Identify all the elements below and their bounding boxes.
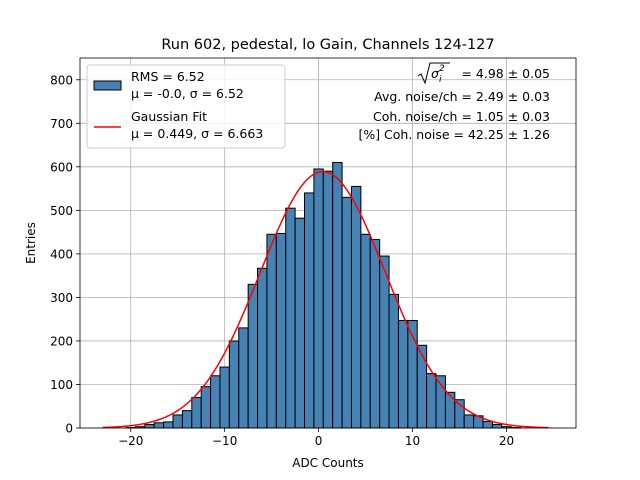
histogram-bar bbox=[275, 232, 287, 429]
histogram-bar bbox=[210, 375, 221, 429]
histogram-bar bbox=[322, 170, 334, 429]
histogram-bar bbox=[304, 192, 315, 429]
legend-box bbox=[86, 64, 286, 149]
legend-histogram-stats: μ = -0.0, σ = 6.52 bbox=[131, 86, 244, 101]
histogram-bar bbox=[313, 168, 324, 429]
plot-frame bbox=[79, 57, 577, 429]
y-tick-label: 0 bbox=[65, 422, 73, 436]
x-tick-label: 20 bbox=[499, 434, 514, 448]
histogram-bar bbox=[266, 233, 277, 429]
noise-annotations: σ 2 i = 4.98 ± 0.05 Avg. noise/ch = 2.49… bbox=[358, 62, 550, 142]
legend-histogram-rms: RMS = 6.52 bbox=[131, 69, 205, 84]
histogram-bar bbox=[379, 255, 390, 429]
gaussian-fit-curve bbox=[102, 170, 549, 429]
histogram-bar bbox=[350, 185, 362, 429]
y-tick-label: 200 bbox=[50, 334, 73, 348]
x-tick-label: 0 bbox=[315, 434, 323, 448]
y-tick-label: 100 bbox=[50, 378, 73, 392]
y-tick-label: 800 bbox=[50, 73, 73, 87]
histogram-bar bbox=[360, 233, 371, 429]
histogram-bar bbox=[416, 344, 428, 429]
x-tick-label: −20 bbox=[118, 434, 143, 448]
histogram-bar bbox=[238, 327, 249, 429]
x-tick-label: −10 bbox=[212, 434, 237, 448]
y-tick-label: 300 bbox=[50, 291, 73, 305]
coherent-noise-per-channel: Coh. noise/ch = 1.05 ± 0.03 bbox=[373, 109, 550, 124]
histogram-bar bbox=[491, 424, 503, 429]
histogram-bar bbox=[181, 410, 193, 429]
histogram-bar bbox=[153, 422, 165, 429]
histogram-bar bbox=[397, 319, 409, 429]
histogram-bar bbox=[144, 424, 155, 429]
y-tick-label: 500 bbox=[50, 204, 73, 218]
x-tick-label: 10 bbox=[405, 434, 420, 448]
histogram-bar bbox=[341, 196, 352, 429]
total-noise-superscript: 2 bbox=[439, 64, 445, 74]
histogram-bar bbox=[426, 373, 437, 429]
histogram-bar bbox=[444, 391, 456, 429]
histogram-bar bbox=[200, 386, 212, 429]
histogram-bar bbox=[285, 207, 296, 429]
histogram-bar bbox=[247, 283, 259, 429]
y-axis-label: Entries bbox=[24, 222, 38, 264]
histogram-bar bbox=[294, 217, 306, 429]
histogram-bar bbox=[172, 414, 183, 429]
coherent-noise-percent: [%] Coh. noise = 42.25 ± 1.26 bbox=[358, 127, 550, 142]
histogram-bar bbox=[463, 414, 475, 429]
sqrt-symbol bbox=[417, 62, 450, 85]
total-noise-sigma: σ bbox=[431, 66, 440, 81]
legend: RMS = 6.52 μ = -0.0, σ = 6.52 Gaussian F… bbox=[86, 64, 286, 149]
histogram-bar bbox=[369, 239, 381, 429]
y-tick-label: 600 bbox=[50, 160, 73, 174]
avg-noise-per-channel: Avg. noise/ch = 2.49 ± 0.03 bbox=[374, 89, 550, 104]
histogram-bar bbox=[191, 397, 202, 429]
y-tick-label: 700 bbox=[50, 117, 73, 131]
y-tick-label: 400 bbox=[50, 247, 73, 261]
y-axis-ticks: 0 100 200 300 400 500 600 700 800 bbox=[50, 73, 80, 436]
x-axis-label: ADC Counts bbox=[292, 456, 364, 470]
histogram-bar bbox=[228, 340, 240, 429]
histogram-bar bbox=[332, 161, 343, 429]
histogram-bar bbox=[482, 420, 493, 429]
total-noise-value: = 4.98 ± 0.05 bbox=[461, 66, 550, 81]
x-axis-ticks: −20 −10 0 10 20 bbox=[118, 428, 514, 448]
histogram-bar bbox=[388, 293, 399, 429]
legend-histogram-swatch bbox=[93, 80, 122, 91]
chart-title: Run 602, pedestal, lo Gain, Channels 124… bbox=[161, 37, 494, 53]
legend-fit-params: μ = 0.449, σ = 6.663 bbox=[131, 126, 263, 141]
histogram-bar bbox=[257, 267, 268, 429]
total-noise-subscript: i bbox=[439, 75, 442, 85]
histogram-bar bbox=[219, 366, 230, 429]
legend-fit-title: Gaussian Fit bbox=[131, 109, 207, 124]
histogram-bar bbox=[163, 421, 174, 429]
